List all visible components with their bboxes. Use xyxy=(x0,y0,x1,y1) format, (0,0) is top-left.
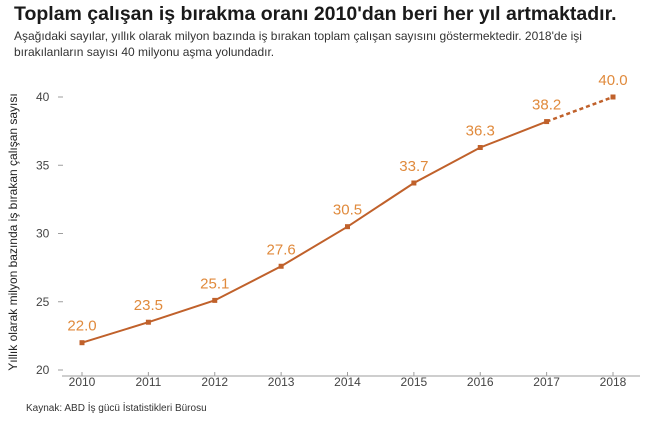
x-tick-label: 2014 xyxy=(334,375,361,389)
data-point xyxy=(544,119,550,125)
data-point xyxy=(411,180,417,186)
x-tick-label: 2016 xyxy=(467,375,494,389)
chart-subtitle: Aşağıdaki sayılar, yıllık olarak milyon … xyxy=(14,29,582,59)
x-tick-label: 2018 xyxy=(600,375,627,389)
data-label: 22.0 xyxy=(67,318,96,335)
data-label: 25.1 xyxy=(200,275,229,292)
source-note: Kaynak: ABD İş gücü İstatistikleri Büros… xyxy=(26,403,207,414)
data-label: 23.5 xyxy=(134,297,163,314)
data-label: 33.7 xyxy=(399,158,428,175)
y-axis-label: Yıllık olarak milyon bazında iş bırakan … xyxy=(6,93,20,370)
data-point xyxy=(477,145,483,151)
data-label: 36.3 xyxy=(466,123,495,140)
data-label: 30.5 xyxy=(333,202,362,219)
x-tick-label: 2012 xyxy=(201,375,228,389)
data-point xyxy=(145,319,151,325)
y-tick-label: 20 xyxy=(36,363,50,377)
x-tick-label: 2017 xyxy=(533,375,560,389)
data-label: 38.2 xyxy=(532,97,561,114)
data-point xyxy=(278,263,284,269)
data-point xyxy=(610,94,616,100)
series-projection-line xyxy=(546,95,614,123)
y-tick-label: 30 xyxy=(36,227,50,241)
data-point xyxy=(212,297,218,303)
data-point xyxy=(79,340,85,346)
y-tick-label: 35 xyxy=(36,158,50,172)
chart-title: Toplam çalışan iş bırakma oranı 2010'dan… xyxy=(14,3,617,25)
x-tick-label: 2013 xyxy=(268,375,295,389)
series-line xyxy=(81,120,547,344)
data-point xyxy=(345,224,350,230)
x-tick-label: 2015 xyxy=(401,375,428,389)
data-label: 27.6 xyxy=(267,241,296,258)
x-tick-label: 2011 xyxy=(135,375,161,389)
x-tick-label: 2010 xyxy=(69,375,96,389)
y-tick-label: 25 xyxy=(36,295,50,309)
data-label: 40.0 xyxy=(598,72,627,89)
y-tick-label: 40 xyxy=(36,90,50,104)
